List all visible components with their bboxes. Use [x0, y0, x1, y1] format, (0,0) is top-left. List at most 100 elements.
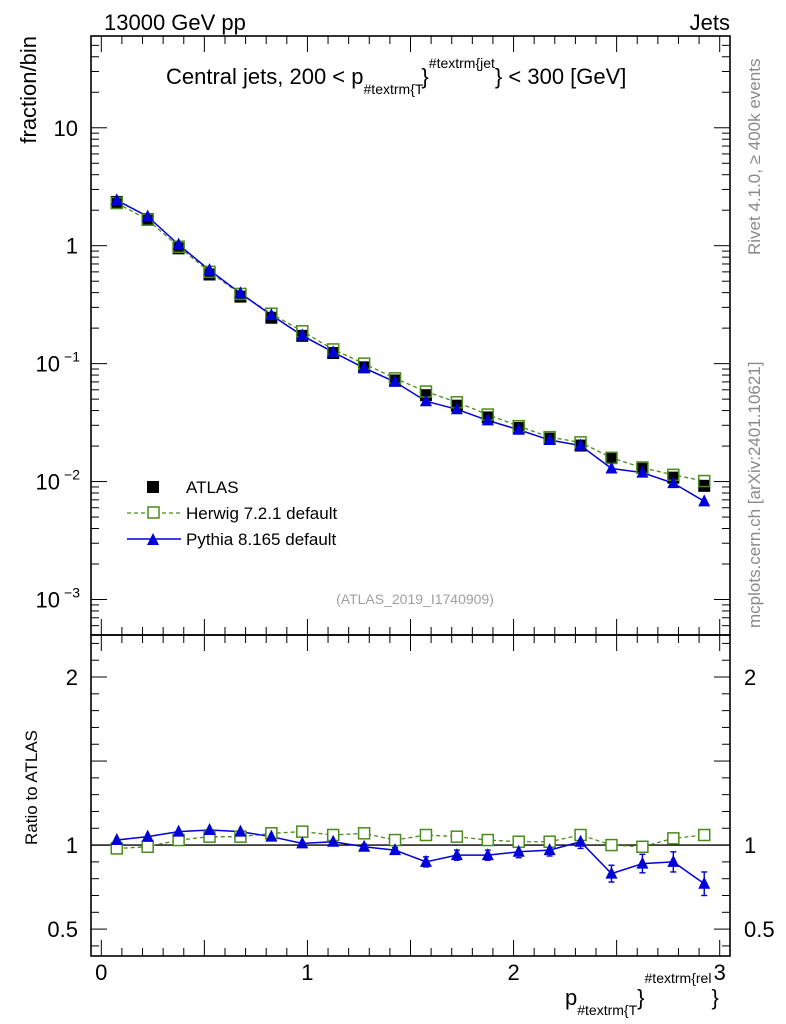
pythia-point	[389, 374, 402, 387]
pythia-point	[512, 422, 525, 435]
title-subscript: #textrm{T	[364, 81, 424, 97]
ratio-pythia-point	[481, 848, 494, 861]
ratio-pythia-point	[419, 854, 432, 867]
main-panel-series	[110, 193, 711, 507]
ratio-pythia-point	[698, 876, 711, 889]
x-tick-label: 1	[301, 960, 313, 985]
ratio-herwig-point	[357, 827, 371, 840]
main-y-tick-exponent: −1	[64, 349, 80, 365]
x-axis-close-1: }	[637, 985, 644, 1010]
ratio-pythia-point	[296, 836, 309, 849]
x-axis-main: p	[565, 985, 577, 1010]
main-y-tick-label: 10	[54, 116, 78, 141]
ratio-y-tick-label: 0.5	[47, 917, 78, 942]
pythia-point	[450, 402, 463, 415]
ratio-herwig-point	[481, 833, 495, 847]
main-y-tick-label: 1	[66, 234, 78, 259]
ratio-pythia-point	[512, 844, 525, 857]
ratio-y-axis-label: Ratio to ATLAS	[22, 730, 41, 845]
atlas-point	[605, 452, 618, 465]
pythia-point	[172, 237, 185, 250]
ratio-panel-frame	[90, 634, 731, 957]
ratio-pythia-point	[234, 824, 247, 837]
ratio-pythia-point	[141, 829, 154, 842]
x-axis-close-2: }	[711, 985, 718, 1010]
legend-herwig-marker	[147, 506, 160, 519]
pythia-point	[296, 328, 309, 341]
pythia-point	[698, 494, 711, 507]
title-prefix: Central jets, 200 < p	[166, 64, 364, 89]
pythia-point	[110, 193, 123, 206]
ratio-y-tick-label: 2	[66, 665, 78, 690]
pythia-point	[636, 465, 649, 478]
header-category-label: Jets	[690, 10, 730, 35]
ratio-herwig-point	[636, 840, 649, 854]
x-axis-subscript: #textrm{T	[577, 1002, 637, 1018]
ratio-pythia-point	[327, 834, 340, 847]
main-y-tick-exponent: −3	[64, 584, 80, 600]
pythia-point	[543, 433, 556, 446]
ratio-panel-series	[110, 822, 711, 897]
pythia-point	[481, 413, 494, 426]
rivet-version-label: Rivet 4.1.0, ≥ 400k events	[745, 59, 764, 255]
ratio-herwig-point	[419, 828, 433, 842]
ratio-herwig-point	[667, 832, 680, 845]
herwig-point	[697, 474, 711, 488]
ratio-pythia-point	[110, 833, 123, 846]
ratio-pythia-line	[116, 829, 705, 885]
pythia-point	[574, 438, 587, 451]
x-tick-label: 0	[95, 960, 107, 985]
x-axis-superscript: #textrm{rel	[645, 970, 712, 986]
legend-atlas-label: ATLAS	[186, 478, 239, 497]
main-y-tick-label: 10	[36, 587, 60, 612]
legend-atlas-marker	[147, 481, 159, 493]
pythia-point	[327, 345, 340, 358]
ratio-pythia-point	[605, 866, 618, 879]
ratio-panel-ticks: 0 1 2 3 0.5 0.5 1 1 2 2	[47, 635, 775, 985]
main-y-axis-label: fraction/bin	[16, 36, 41, 144]
ratio-pythia-point	[450, 848, 463, 861]
x-tick-label: 3	[714, 960, 726, 985]
ratio-herwig-point	[697, 828, 711, 842]
main-y-tick-label: 10	[36, 352, 60, 377]
x-axis-label: p#textrm{T}#textrm{rel}	[565, 970, 719, 1018]
title-suffix: < 300 [GeV]	[502, 64, 626, 89]
legend: ATLAS Herwig 7.2.1 default Pythia 8.165 …	[127, 478, 337, 549]
title-close-1: }	[421, 64, 428, 89]
pythia-point	[358, 360, 371, 373]
ratio-pythia-point	[574, 834, 587, 847]
ratio-pythia-point	[389, 843, 402, 856]
pythia-point	[265, 308, 278, 321]
legend-pythia-label: Pythia 8.165 default	[186, 530, 337, 549]
ratio-herwig-point	[296, 825, 309, 838]
analysis-id-watermark: (ATLAS_2019_I1740909)	[336, 591, 494, 607]
title-superscript: #textrm{jet	[429, 55, 495, 71]
ratio-herwig-point	[450, 830, 464, 843]
main-y-tick-label: 10	[36, 470, 60, 495]
pythia-point	[605, 461, 618, 474]
pythia-point	[141, 209, 154, 222]
ratio-pythia-point	[543, 843, 556, 856]
ratio-y-tick-label: 1	[66, 833, 78, 858]
ratio-pythia-point	[636, 856, 649, 869]
legend-herwig-label: Herwig 7.2.1 default	[186, 504, 337, 523]
ratio-pythia-point	[265, 829, 278, 842]
pythia-point	[667, 476, 680, 489]
ratio-herwig-point	[605, 838, 618, 852]
title-close-2: }	[495, 64, 502, 89]
header-energy-label: 13000 GeV pp	[104, 10, 246, 35]
ratio-y-tick-label-right: 0.5	[744, 917, 775, 942]
ratio-pythia-point	[172, 824, 185, 837]
pythia-point	[234, 286, 247, 299]
ratio-herwig-point	[141, 840, 154, 854]
ratio-pythia-point	[667, 854, 680, 867]
legend-pythia-marker	[147, 533, 159, 545]
ratio-pythia-point	[358, 839, 371, 852]
ratio-pythia-point	[203, 822, 216, 835]
main-y-tick-exponent: −2	[64, 467, 80, 483]
mcplots-source-label: mcplots.cern.ch [arXiv:2401.10621]	[745, 362, 764, 628]
pythia-point	[203, 263, 216, 276]
